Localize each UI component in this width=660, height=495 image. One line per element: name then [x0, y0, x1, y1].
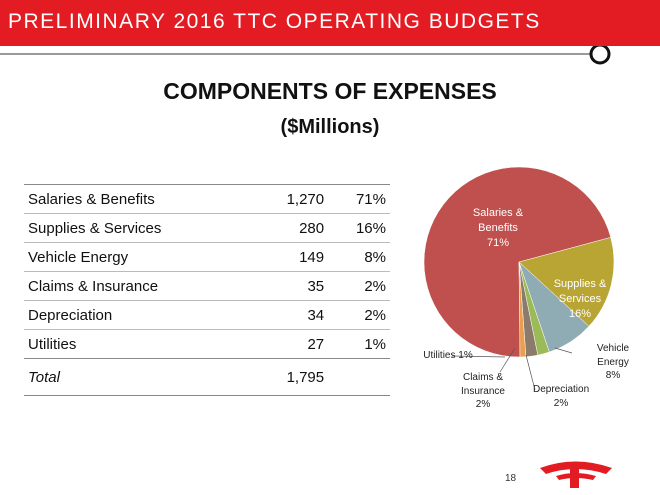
slice-value: 2%	[475, 399, 491, 410]
row-value: 149	[254, 242, 329, 272]
expense-table: Salaries & Benefits 1,270 71% Supplies & Se…	[24, 184, 390, 396]
slice-value: 2%	[553, 397, 569, 409]
total-label: Total	[24, 358, 255, 396]
table-row: Vehicle Energy 149 8%	[24, 242, 390, 272]
slice-label: Vehicle Energy 8%	[588, 342, 638, 383]
row-label: Utilities	[24, 329, 255, 359]
slice-label: Supplies & Services 16%	[550, 277, 610, 322]
blank	[328, 358, 390, 396]
row-value: 1%	[328, 329, 390, 359]
leader-line	[554, 347, 573, 354]
page-number: 18	[505, 473, 517, 484]
row-value: 8%	[328, 242, 390, 272]
row-label: Supplies & Services	[24, 213, 255, 243]
table-row: Supplies & Services 280 16%	[24, 213, 390, 243]
row-value: 2%	[328, 271, 390, 301]
slice-name: Utilities	[423, 350, 456, 361]
table-row: Salaries & Benefits 1,270 71%	[24, 184, 390, 214]
slice-label: Depreciation 2%	[533, 383, 589, 410]
leader-line	[451, 355, 506, 358]
row-value: 16%	[328, 213, 390, 243]
slice-value: 1%	[458, 350, 473, 361]
row-label: Depreciation	[24, 300, 255, 330]
row-value: 35	[254, 271, 329, 301]
leader-line	[525, 354, 536, 391]
slice-name: Depreciation	[533, 384, 590, 395]
table-row: Utilities 27 1%	[24, 329, 390, 359]
leader-line	[499, 347, 516, 373]
row-label: Claims & Insurance	[24, 271, 255, 301]
slice-label: Claims & Insurance 2%	[458, 371, 508, 412]
slice-name: Salaries & Benefits	[472, 207, 524, 234]
slice-value: 8%	[605, 370, 621, 381]
total-value: 1,795	[254, 358, 329, 396]
slice-label: Utilities 1%	[408, 349, 488, 363]
row-value: 1,270	[254, 184, 329, 214]
header-title: PRELIMINARY 2016 TTC OPERATING BUDGETS	[0, 0, 660, 46]
pie-slice	[423, 166, 612, 358]
pie-slice	[518, 261, 527, 358]
table-row: Claims & Insurance 35 2%	[24, 271, 390, 301]
slice-value: 16%	[568, 307, 592, 320]
logo	[540, 461, 612, 488]
stop-icon	[589, 43, 611, 65]
row-value: 27	[254, 329, 329, 359]
row-label: Vehicle Energy	[24, 242, 255, 272]
row-value: 2%	[328, 300, 390, 330]
heading: COMPONENTS OF EXPENSES	[163, 78, 497, 104]
slice-name: Claims & Insurance	[461, 372, 505, 397]
slice-label: Salaries & Benefits 71%	[470, 206, 526, 251]
slice-name: Supplies & Services	[553, 278, 607, 305]
slice-name: Vehicle Energy	[596, 343, 630, 368]
row-value: 71%	[328, 184, 390, 214]
pie-slice	[518, 237, 615, 327]
row-value: 34	[254, 300, 329, 330]
total-row: Total 1,795	[24, 358, 390, 396]
slice-value: 71%	[486, 236, 510, 249]
table-row: Depreciation 34 2%	[24, 300, 390, 330]
row-value: 280	[254, 213, 329, 243]
subheading: ($Millions)	[280, 116, 380, 138]
row-label: Salaries & Benefits	[24, 184, 255, 214]
